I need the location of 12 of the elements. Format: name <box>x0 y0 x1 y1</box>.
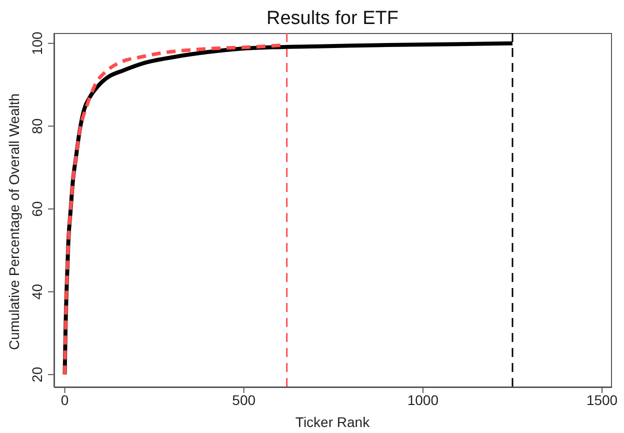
x-tick-label: 500 <box>232 392 256 408</box>
y-tick-label: 100 <box>29 31 45 56</box>
y-tick-label: 40 <box>29 284 45 300</box>
x-tick-label: 1000 <box>407 392 439 408</box>
y-tick-label: 20 <box>29 366 45 382</box>
x-tick-label: 0 <box>60 392 69 408</box>
x-axis-title: Ticker Rank <box>295 414 371 430</box>
y-tick-label: 80 <box>29 118 45 134</box>
y-tick-label: 60 <box>29 200 45 217</box>
y-axis-title: Cumulative Percentage of Overall Wealth <box>6 93 22 350</box>
chart-title: Results for ETF <box>266 8 400 30</box>
x-tick-label: 1500 <box>586 392 618 408</box>
